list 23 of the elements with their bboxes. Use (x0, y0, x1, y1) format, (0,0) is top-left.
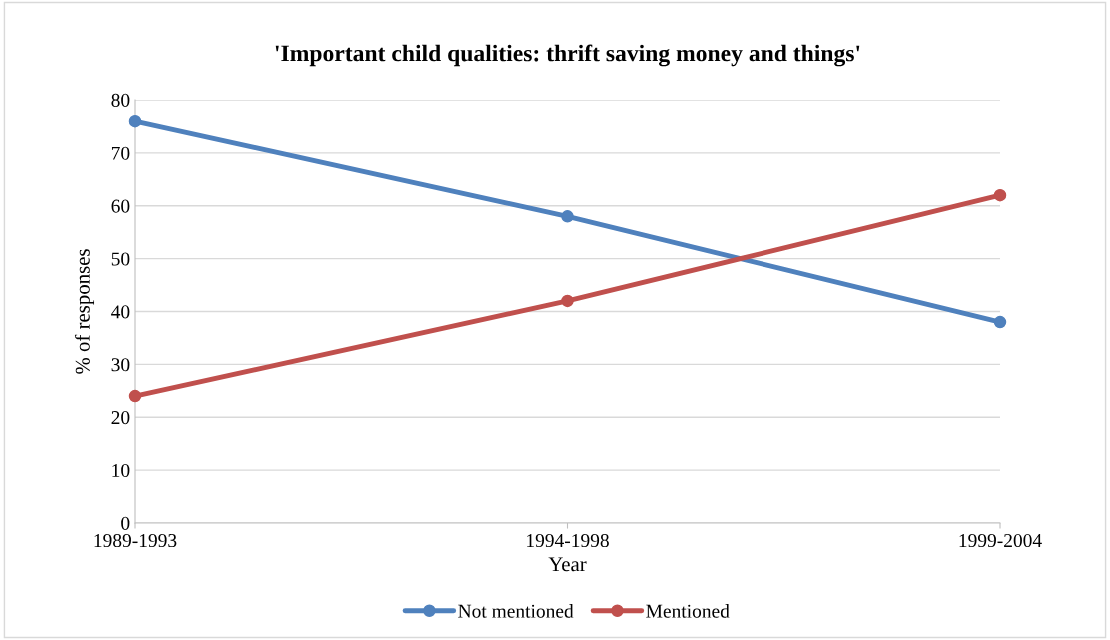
chart-title: 'Important child qualities: thrift saving money and things' (275, 44, 860, 67)
point (561, 210, 574, 223)
y-tick-label: 30 (111, 358, 130, 372)
y-tick-label: 80 (111, 93, 130, 107)
y-tick-label: 20 (111, 411, 130, 425)
legend-label: Mentioned (646, 604, 730, 618)
point (128, 114, 142, 128)
legend-label: Not mentioned (458, 604, 574, 618)
x-tick-label: 1999-2004 (959, 533, 1042, 548)
y-axis-title: % of responses (74, 249, 95, 374)
y-tick-label: 70 (111, 146, 130, 160)
y-tick-label: 60 (111, 199, 130, 213)
point (993, 315, 1007, 329)
x-tick-label: 1994-1998 (527, 533, 609, 548)
point (561, 294, 574, 308)
x-axis-title: Year (548, 557, 587, 572)
y-tick-label: 0 (121, 516, 130, 530)
point (993, 188, 1007, 202)
x-tick-label: 1989-1993 (94, 533, 177, 548)
y-tick-label: 50 (111, 252, 130, 266)
y-tick-label: 10 (112, 463, 130, 478)
point (128, 389, 142, 403)
y-tick-label: 40 (111, 305, 130, 319)
